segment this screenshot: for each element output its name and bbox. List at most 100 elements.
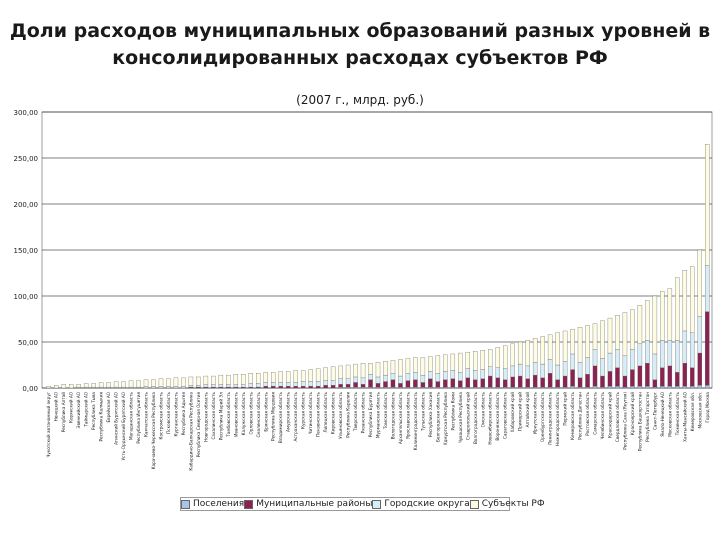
bar-segment-city-districts — [645, 340, 650, 364]
x-tick-label: Рязанская область — [361, 391, 366, 433]
x-tick-label: Алтайский край — [525, 392, 530, 428]
y-tick-label: 100,00 — [14, 293, 39, 301]
x-tick-label: Республика Коми — [450, 392, 455, 431]
bar-segment-settlements — [675, 386, 680, 389]
bar-segment-municipal-districts — [510, 376, 515, 388]
x-tick-label: Пензенская область — [316, 391, 321, 436]
bar-segment-subjects — [211, 375, 216, 385]
x-tick-label: Московская область — [667, 391, 672, 436]
bar-segment-city-districts — [488, 366, 493, 377]
x-tick-label: Кемеровская область — [570, 391, 575, 439]
x-tick-label: Агинский Бурятский АО — [114, 391, 119, 445]
x-tick-label: Чукотский автономный округ — [46, 392, 51, 458]
x-tick-label: Новосибирская область — [488, 391, 493, 444]
bar-segment-city-districts — [443, 371, 448, 380]
bar-segment-municipal-districts — [525, 378, 530, 388]
bar-segment-subjects — [510, 343, 515, 367]
bar-segment-city-districts — [592, 349, 598, 367]
x-tick-label: Московская обл. — [697, 392, 702, 428]
bar-segment-subjects — [353, 363, 358, 378]
bar-segment-city-districts — [585, 357, 590, 375]
x-tick-label: Кемеровская обл. — [690, 392, 695, 431]
bar-segment-municipal-districts — [660, 367, 665, 387]
bar-segment-city-districts — [690, 332, 695, 368]
x-tick-label: Брянская область — [263, 391, 268, 431]
bar-segment-subjects — [645, 300, 650, 341]
bar-segment-city-districts — [465, 368, 471, 379]
bar-segment-settlements — [690, 386, 695, 389]
x-tick-label: Республика Адыгея — [181, 392, 186, 436]
x-tick-label: Республика Ингушетия — [136, 392, 141, 444]
bar-segment-subjects — [488, 349, 493, 367]
bar-segment-subjects — [83, 383, 89, 388]
bar-segment-subjects — [196, 376, 201, 386]
legend-swatch-city-districts — [372, 499, 382, 509]
bar-segment-municipal-districts — [652, 379, 658, 388]
bar-segment-city-districts — [315, 381, 321, 387]
x-tick-label: Еврейская АО — [106, 391, 111, 422]
bar-segment-city-districts — [458, 372, 463, 381]
bar-segment-city-districts — [435, 373, 441, 382]
bars-layer — [46, 144, 710, 389]
x-tick-label: Ненецкий АО — [54, 391, 59, 421]
bar-segment-subjects — [383, 361, 388, 376]
bar-segment-city-districts — [285, 382, 291, 387]
bar-segment-city-districts — [540, 363, 545, 379]
bar-segment-subjects — [233, 374, 239, 385]
x-tick-label: Оренбургская область — [540, 391, 545, 442]
x-tick-label: Ульяновская область — [338, 391, 343, 438]
bar-segment-municipal-districts — [345, 384, 351, 388]
bar-segment-subjects — [450, 353, 456, 371]
bar-segment-city-districts — [181, 386, 186, 389]
bar-segment-settlements — [697, 385, 702, 389]
bar-segment-municipal-districts — [622, 375, 628, 388]
x-tick-label: Свердловская область — [615, 391, 620, 442]
bar-segment-subjects — [128, 380, 134, 388]
x-tick-label: Ямало-Ненецкий АО — [660, 391, 665, 436]
bar-segment-municipal-districts — [390, 379, 396, 388]
bar-segment-settlements — [705, 385, 710, 389]
x-tick-label: Пермский край — [563, 392, 568, 426]
bar-segment-subjects — [600, 320, 605, 359]
bar-segment-subjects — [173, 377, 179, 387]
bar-segment-city-districts — [705, 265, 710, 312]
bar-segment-city-districts — [143, 386, 149, 389]
bar-segment-subjects — [495, 347, 500, 368]
x-tick-label: Санкт-Петербург — [652, 392, 657, 430]
chart-legend: Поселения Муниципальные районы Городские… — [180, 497, 545, 511]
x-tick-label: Курская область — [301, 391, 306, 428]
x-tick-label: Ленинградская область — [548, 391, 553, 445]
x-tick-label: Мурманская область — [376, 391, 381, 438]
bar-segment-subjects — [136, 380, 141, 388]
x-tick-label: Орловская область — [248, 391, 253, 434]
bar-segment-city-districts — [345, 378, 351, 385]
bar-segment-subjects — [323, 367, 328, 381]
bar-segment-municipal-districts — [473, 379, 478, 388]
chart-subtitle: (2007 г., млрд. руб.) — [296, 93, 424, 107]
bar-segment-municipal-districts — [308, 386, 313, 389]
y-tick-label: 300,00 — [14, 109, 39, 117]
bar-segment-city-districts — [637, 343, 643, 367]
bar-segment-subjects — [398, 359, 403, 377]
x-tick-label: Республика Северная Осетия — [196, 392, 201, 458]
y-tick-label: 200,00 — [14, 201, 39, 209]
bar-segment-municipal-districts — [547, 373, 553, 388]
bar-segment-subjects — [405, 358, 411, 374]
bar-segment-subjects — [592, 323, 598, 350]
bar-segment-city-districts — [480, 369, 485, 379]
x-tick-label: Иркутская область — [533, 391, 538, 434]
bar-segment-city-districts — [675, 340, 680, 373]
x-tick-label: Ставропольский край — [465, 392, 470, 440]
bar-segment-municipal-districts — [675, 372, 680, 387]
bar-segment-subjects — [517, 341, 523, 365]
bar-segment-city-districts — [368, 374, 373, 380]
bar-segment-city-districts — [375, 376, 381, 384]
x-tick-label: Архангельская область — [398, 391, 403, 444]
bar-segment-subjects — [540, 336, 545, 365]
x-tick-label: Ярославская область — [405, 391, 410, 439]
bar-segment-municipal-districts — [488, 375, 493, 388]
bar-segment-subjects — [278, 371, 283, 383]
x-tick-label: Смоленская область — [256, 391, 261, 437]
x-tick-label: Город Москва — [705, 392, 710, 423]
